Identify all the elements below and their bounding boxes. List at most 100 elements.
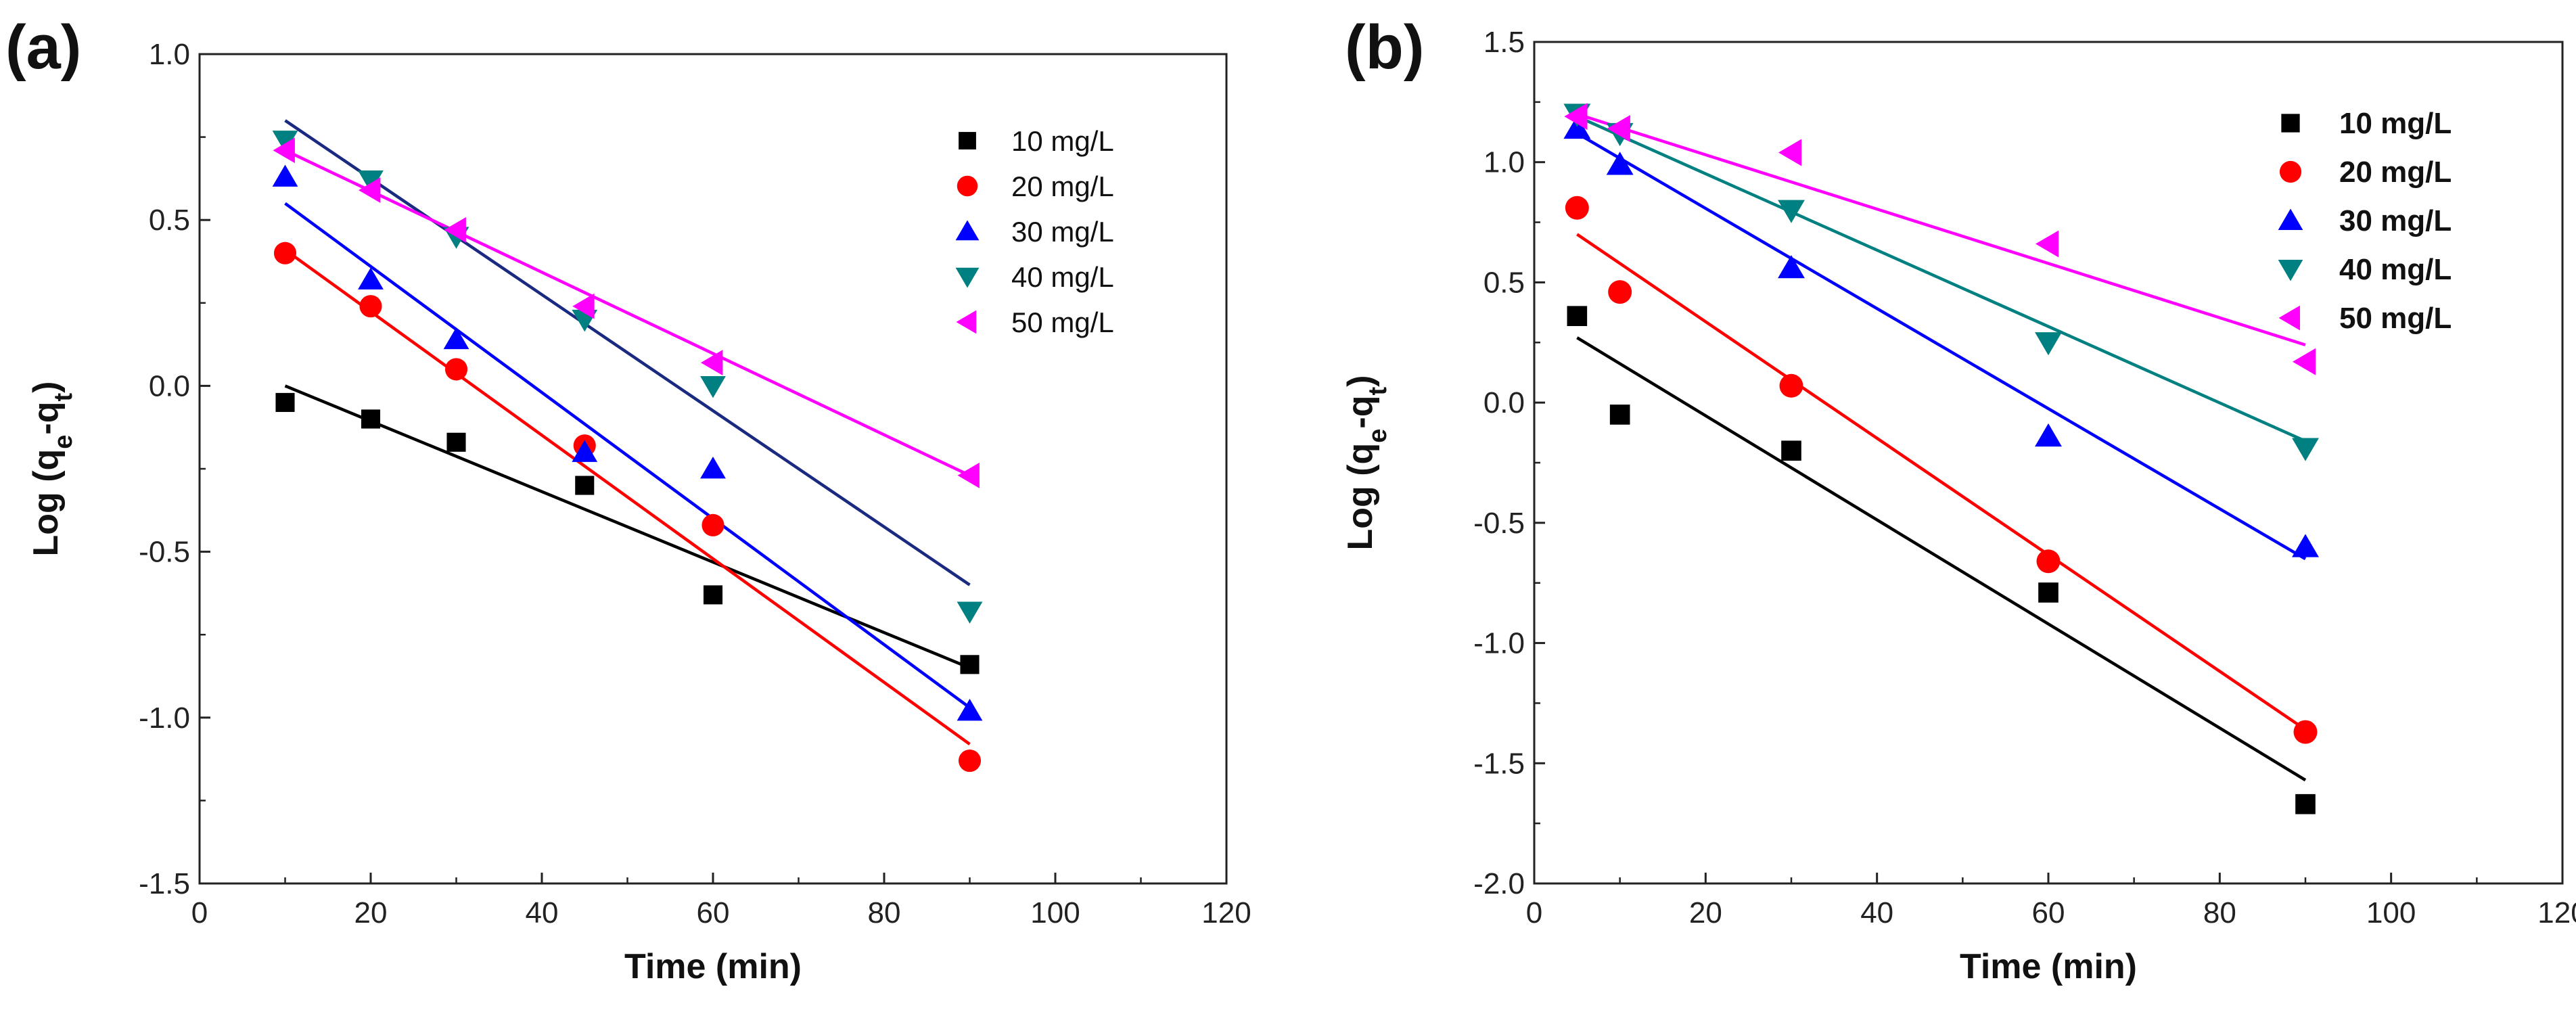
series <box>1565 196 2318 744</box>
data-point <box>444 217 466 243</box>
fit-line <box>1576 233 2307 731</box>
series <box>275 392 980 674</box>
data-point <box>1609 405 1630 425</box>
legend-label: 40 mg/L <box>1011 261 1114 293</box>
y-axis-title-part: t <box>1364 386 1392 395</box>
x-tick-label: 100 <box>1030 896 1080 929</box>
data-point <box>2036 230 2059 258</box>
data-point <box>1564 103 1588 131</box>
legend-label: 30 mg/L <box>2339 204 2452 237</box>
data-point <box>273 137 295 164</box>
data-point <box>1781 440 1801 461</box>
data-point <box>359 177 381 203</box>
legend-marker <box>959 132 976 150</box>
data-point <box>575 476 595 495</box>
data-point <box>957 698 983 721</box>
legend-label: 30 mg/L <box>1011 216 1114 248</box>
series <box>273 137 980 488</box>
data-point <box>572 293 595 319</box>
data-point <box>358 170 384 193</box>
legend-marker <box>2278 305 2300 331</box>
y-tick-label: -1.0 <box>139 702 190 735</box>
legend-marker <box>2278 208 2303 230</box>
data-point <box>273 242 297 264</box>
y-axis-title-part: ) <box>1341 375 1380 386</box>
x-tick-label: 20 <box>1689 896 1722 929</box>
data-point <box>2038 582 2058 603</box>
data-point <box>446 432 466 452</box>
y-tick-label: 0.5 <box>1484 266 1525 299</box>
data-point <box>1778 139 1802 166</box>
data-point <box>361 409 381 429</box>
data-point <box>2035 332 2062 356</box>
y-tick-label: 1.0 <box>149 38 190 71</box>
x-tick-label: 0 <box>1526 896 1542 929</box>
legend-marker <box>955 267 980 288</box>
series <box>1563 104 2319 461</box>
data-point <box>957 601 983 624</box>
data-point <box>2035 423 2062 447</box>
legend-marker <box>955 220 980 241</box>
series <box>273 242 982 773</box>
data-point <box>444 358 468 381</box>
chart-a: 0 20 40 60 80 100 120 -1.5 -1.0 -0.5 0.0 0.5 1.0 Time… <box>26 38 1251 986</box>
legend-label: 20 mg/L <box>1011 170 1114 202</box>
series <box>1563 115 2319 557</box>
y-axis-title-part: e <box>1364 429 1392 443</box>
legend-label: 10 mg/L <box>2339 107 2452 140</box>
data-point <box>1778 200 1805 223</box>
y-axis-title-part: t <box>49 392 78 401</box>
data-point <box>1606 152 1634 175</box>
data-point <box>960 655 980 674</box>
data-point <box>1565 196 1589 220</box>
data-point <box>272 131 298 153</box>
data-point <box>359 295 382 318</box>
y-tick-label: -0.5 <box>1473 507 1525 540</box>
fit-line <box>1576 132 2307 561</box>
data-point <box>572 440 598 462</box>
data-point <box>443 327 469 350</box>
fit-line <box>284 384 971 670</box>
legend-label: 40 mg/L <box>2339 253 2452 286</box>
y-tick-label: -1.0 <box>1473 627 1525 660</box>
x-tick-label: 20 <box>354 896 388 929</box>
y-axis-title-part: -q <box>26 401 66 434</box>
fit-line <box>1576 336 2307 782</box>
fit-line <box>1576 115 2306 443</box>
data-point <box>1563 115 1591 139</box>
legend-label: 20 mg/L <box>2339 156 2452 189</box>
y-tick-label: -1.5 <box>1473 747 1525 780</box>
legend-marker <box>957 175 978 197</box>
y-tick-label: 0.0 <box>1484 386 1525 419</box>
data-point <box>272 164 298 187</box>
data-point <box>1607 115 1630 142</box>
legend-marker <box>956 310 977 334</box>
fit-line <box>284 248 971 745</box>
series <box>1567 306 2316 814</box>
y-tick-label: 0.5 <box>149 204 190 237</box>
data-point <box>2293 348 2316 375</box>
x-tick-label: 80 <box>868 896 901 929</box>
y-axis-title-part: e <box>49 435 78 449</box>
x-tick-label: 40 <box>1860 896 1893 929</box>
legend-marker <box>2281 114 2300 133</box>
y-tick-label: 0.0 <box>149 369 190 402</box>
x-tick-label: 60 <box>697 896 730 929</box>
x-tick-label: 120 <box>1201 896 1251 929</box>
x-tick-label: 60 <box>2032 896 2065 929</box>
y-axis-title-part: -q <box>1341 395 1380 428</box>
panel-b-label: (b) <box>1345 13 1425 82</box>
fit-line <box>284 149 971 477</box>
data-point <box>358 267 384 290</box>
data-point <box>703 585 723 605</box>
legend-label: 10 mg/L <box>1011 125 1114 157</box>
series <box>272 164 983 721</box>
data-point <box>702 513 724 536</box>
fit-line <box>284 119 971 586</box>
series <box>272 131 983 624</box>
x-tick-label: 100 <box>2366 896 2416 929</box>
data-point <box>2292 534 2319 557</box>
legend-marker <box>2278 260 2303 281</box>
data-point <box>1608 280 1632 304</box>
